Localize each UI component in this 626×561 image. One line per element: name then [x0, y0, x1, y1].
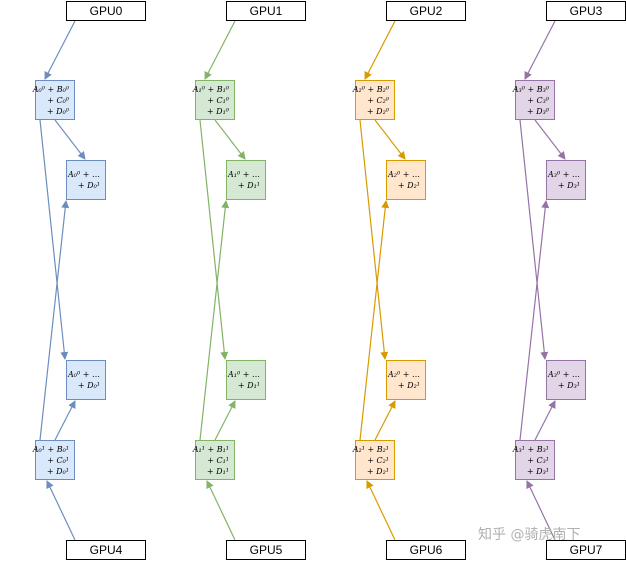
col2-top-cell: A₂⁰ + B₂⁰ + C₂⁰ + D₂⁰ — [353, 80, 395, 120]
col1-arrow-bottom-to-mid-lower — [214, 400, 236, 441]
col1-mid-upper-cell: A₁⁰ + … + D₁¹ — [226, 160, 266, 200]
col0-arrow-top-to-mid-lower — [39, 119, 69, 360]
gpu4-box: GPU4 — [66, 540, 146, 560]
col3-arrow-top-to-mid-lower — [519, 119, 549, 360]
col0-arrow-top-to-mid-upper — [54, 119, 86, 160]
col2-mid-lower-cell: A₂⁰ + … + D₂¹ — [386, 360, 426, 400]
col0-arrow-bottom-to-mid-upper — [39, 200, 70, 441]
col3-mid-upper-cell: A₃⁰ + … + D₃¹ — [546, 160, 586, 200]
col2-arrow-from-gpu-bottom — [366, 480, 396, 541]
gpu1-box: GPU1 — [226, 1, 306, 21]
col2-arrow-from-gpu-top — [364, 20, 396, 80]
col2-mid-upper-cell: A₂⁰ + … + D₂¹ — [386, 160, 426, 200]
col1-top-cell: A₁⁰ + B₁⁰ + C₁⁰ + D₁⁰ — [193, 80, 235, 120]
col0-arrow-bottom-to-mid-lower — [54, 400, 76, 441]
col3-arrow-from-gpu-bottom — [526, 480, 556, 541]
col3-mid-lower-cell: A₃⁰ + … + D₃¹ — [546, 360, 586, 400]
gpu3-box: GPU3 — [546, 1, 626, 21]
col0-arrow-from-gpu-bottom — [46, 480, 76, 541]
col2-arrow-top-to-mid-lower — [359, 119, 389, 360]
col3-top-cell: A₃⁰ + B₃⁰ + C₃⁰ + D₃⁰ — [513, 80, 555, 120]
col0-bottom-cell: A₀¹ + B₀¹ + C₀¹ + D₀¹ — [33, 440, 75, 480]
col2-arrow-bottom-to-mid-lower — [374, 400, 396, 441]
col1-arrow-bottom-to-mid-upper — [199, 200, 230, 441]
gpu2-box: GPU2 — [386, 1, 466, 21]
col3-arrow-top-to-mid-upper — [534, 119, 566, 160]
col3-bottom-cell: A₃¹ + B₃¹ + C₃¹ + D₃¹ — [513, 440, 555, 480]
col2-bottom-cell: A₂¹ + B₂¹ + C₂¹ + D₂¹ — [353, 440, 395, 480]
col0-mid-upper-cell: A₀⁰ + … + D₀¹ — [66, 160, 106, 200]
gpu6-box: GPU6 — [386, 540, 466, 560]
col3-arrow-bottom-to-mid-upper — [519, 200, 550, 441]
col2-arrow-bottom-to-mid-upper — [359, 200, 390, 441]
col0-arrow-from-gpu-top — [44, 20, 76, 80]
col1-arrow-from-gpu-bottom — [206, 480, 236, 541]
col1-mid-lower-cell: A₁⁰ + … + D₁¹ — [226, 360, 266, 400]
col3-arrow-from-gpu-top — [524, 20, 556, 80]
gpu0-box: GPU0 — [66, 1, 146, 21]
col3-arrow-bottom-to-mid-lower — [534, 400, 556, 441]
watermark: 知乎 @骑虎南下 — [478, 527, 581, 543]
col1-arrow-top-to-mid-upper — [214, 119, 246, 160]
col2-arrow-top-to-mid-upper — [374, 119, 406, 160]
col1-arrow-top-to-mid-lower — [199, 119, 229, 360]
col0-top-cell: A₀⁰ + B₀⁰ + C₀⁰ + D₀⁰ — [33, 80, 75, 120]
col1-bottom-cell: A₁¹ + B₁¹ + C₁¹ + D₁¹ — [193, 440, 235, 480]
col0-mid-lower-cell: A₀⁰ + … + D₀¹ — [66, 360, 106, 400]
col1-arrow-from-gpu-top — [204, 20, 236, 80]
gpu5-box: GPU5 — [226, 540, 306, 560]
